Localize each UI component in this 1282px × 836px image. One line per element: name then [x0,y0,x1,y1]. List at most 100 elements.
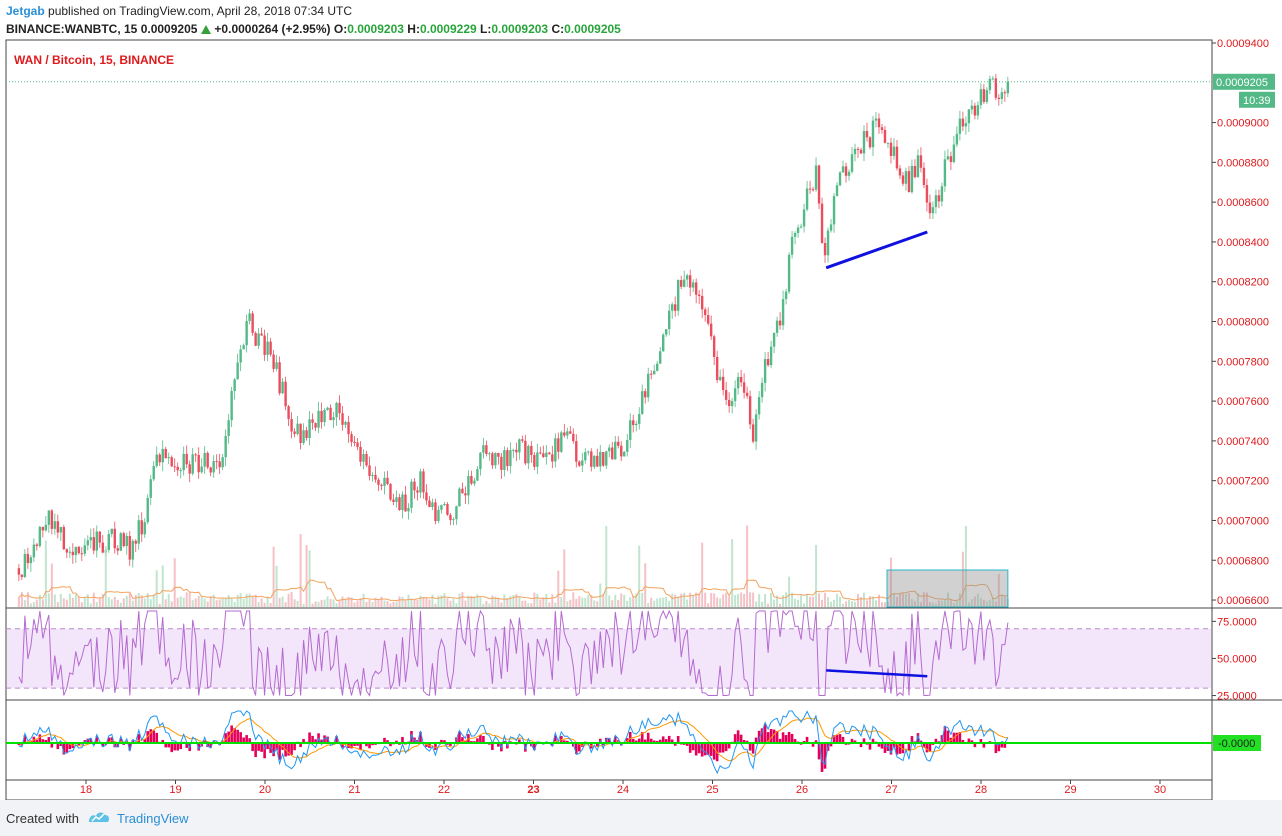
candle-body [781,299,785,326]
macd-line [18,710,1009,775]
macd-histogram-bar [745,740,749,743]
volume-bar [74,594,77,607]
macd-histogram-bar [44,739,48,743]
macd-histogram-bar [119,738,123,743]
macd-histogram-bar [263,743,266,759]
volume-bar [71,597,74,607]
volume-bar [425,597,428,607]
candle-body [29,557,33,564]
volume-bar [41,599,44,607]
volume-bar [395,601,398,607]
candle-body [653,370,656,375]
macd-histogram-bar [685,743,689,746]
volume-bar [131,600,134,607]
candle-body [991,78,995,80]
candle-body [185,453,188,465]
macd-histogram-bar [973,743,977,748]
volume-bar [919,602,922,607]
candle-body [545,452,548,458]
candle-body [386,477,389,484]
volume-bar [773,599,776,607]
volume-bar [970,599,973,607]
candle-body [335,402,338,418]
volume-bar [26,592,29,607]
price-axis-label: 0.0007000 [1217,515,1269,527]
volume-bar [383,600,386,607]
volume-bar [101,593,104,607]
volume-bar [338,600,341,607]
candle-body [173,466,176,468]
volume-bar [59,594,62,607]
macd-histogram-bar [868,743,872,750]
volume-bar [632,595,635,607]
volume-bar [830,601,833,607]
volume-bar [380,596,383,607]
candle-body [272,354,275,369]
volume-bar [35,599,38,607]
candle-body [647,373,650,398]
volume-bar [155,570,158,607]
macd-histogram-bar [640,732,644,743]
macd-histogram-bar [970,740,974,743]
volume-bar [254,594,257,607]
candle-body [344,421,347,425]
candle-body [122,533,125,547]
candle-body [461,488,464,494]
volume-bar [877,594,880,607]
candle-body [814,165,818,190]
tradingview-brand-link[interactable]: TradingView [117,811,189,826]
volume-bar [916,593,919,607]
volume-bar [910,599,913,607]
volume-bar [86,594,89,607]
open-label: O: [333,22,348,36]
volume-bar [317,601,320,607]
volume-bar [233,602,236,607]
volume-bar [479,597,482,607]
candle-body [371,474,374,476]
candle-body [128,535,131,560]
macd-histogram-bar [862,738,866,743]
candle-body [697,294,701,297]
volume-bar [857,594,860,607]
volume-bar [230,597,233,607]
author-link[interactable]: Jetgab [6,4,45,18]
volume-bar [113,596,116,607]
macd-histogram-bar [47,737,51,743]
candle-body [269,341,272,355]
candle-body [958,118,962,134]
candle-body [736,376,740,389]
macd-histogram-bar [170,743,174,753]
macd-histogram-bar [850,738,854,743]
macd-histogram-bar [395,740,398,743]
macd-histogram-bar [709,743,713,756]
macd-histogram-bar [242,737,245,743]
volume-bar [578,596,581,607]
macd-histogram-bar [676,736,680,743]
macd-histogram-bar [997,743,1001,752]
candle-body [374,474,377,480]
volume-bar [707,603,710,607]
volume-bar [752,592,755,607]
candle-body [946,156,950,160]
candle-body [488,453,491,455]
candle-body [392,499,395,503]
volume-bar [608,595,611,607]
candle-body [245,321,248,346]
macd-histogram-bar [68,743,72,750]
volume-bar [973,596,976,607]
candle-body [593,455,596,467]
candle-body [518,439,521,453]
candle-body [308,419,311,438]
volume-bar [569,599,572,607]
candle-body [305,430,308,438]
macd-histogram-bar [859,743,863,748]
macd-histogram-bar [554,735,557,743]
chart-canvas[interactable]: WAN / Bitcoin, 15, BINANCE 0.0009400 0.000… [0,0,1282,800]
macd-histogram-bar [290,743,293,755]
volume-bar [449,600,452,607]
volume-bar [170,601,173,607]
candle-body [398,497,401,511]
macd-histogram-bar [838,734,842,743]
macd-histogram-bar [787,731,791,743]
volume-bar [809,596,812,607]
